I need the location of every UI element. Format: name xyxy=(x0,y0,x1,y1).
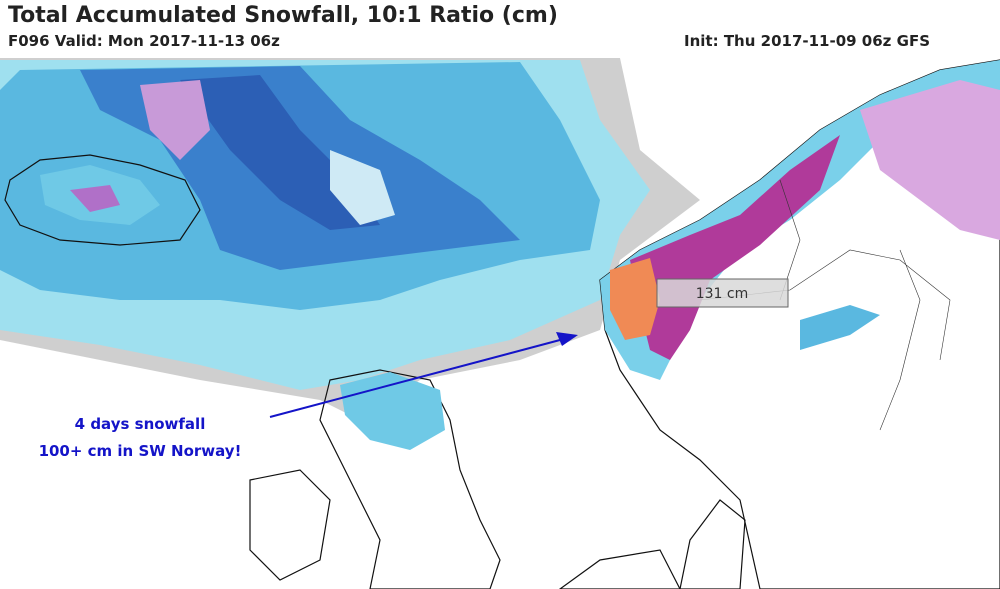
arrow-line xyxy=(269,335,576,418)
max-marker xyxy=(656,278,789,308)
valid-time: F096 Valid: Mon 2017-11-13 06z xyxy=(8,32,280,50)
annotation-line: 4 days snowfall xyxy=(75,415,206,433)
arrow-head xyxy=(556,332,578,346)
title: Total Accumulated Snowfall, 10:1 Ratio (… xyxy=(8,3,558,28)
denmark xyxy=(679,499,746,589)
sweden-snow xyxy=(860,80,1000,240)
norway-max xyxy=(610,258,660,340)
purple-patch xyxy=(140,80,210,160)
continent xyxy=(558,549,681,589)
heavier-snow xyxy=(180,75,380,230)
max-label: 131 cm xyxy=(696,286,749,302)
annotation-line: 100+ cm in SW Norway! xyxy=(39,442,242,460)
inland-snow xyxy=(800,305,880,350)
header-bar xyxy=(0,0,1000,56)
scandinavia xyxy=(599,59,1000,589)
init-time: Init: Thu 2017-11-09 06z GFS xyxy=(684,32,930,50)
light-patch xyxy=(330,150,395,225)
ireland xyxy=(249,469,331,581)
great-britain xyxy=(319,369,501,589)
iceland xyxy=(4,154,201,246)
iceland-purple xyxy=(70,185,120,212)
